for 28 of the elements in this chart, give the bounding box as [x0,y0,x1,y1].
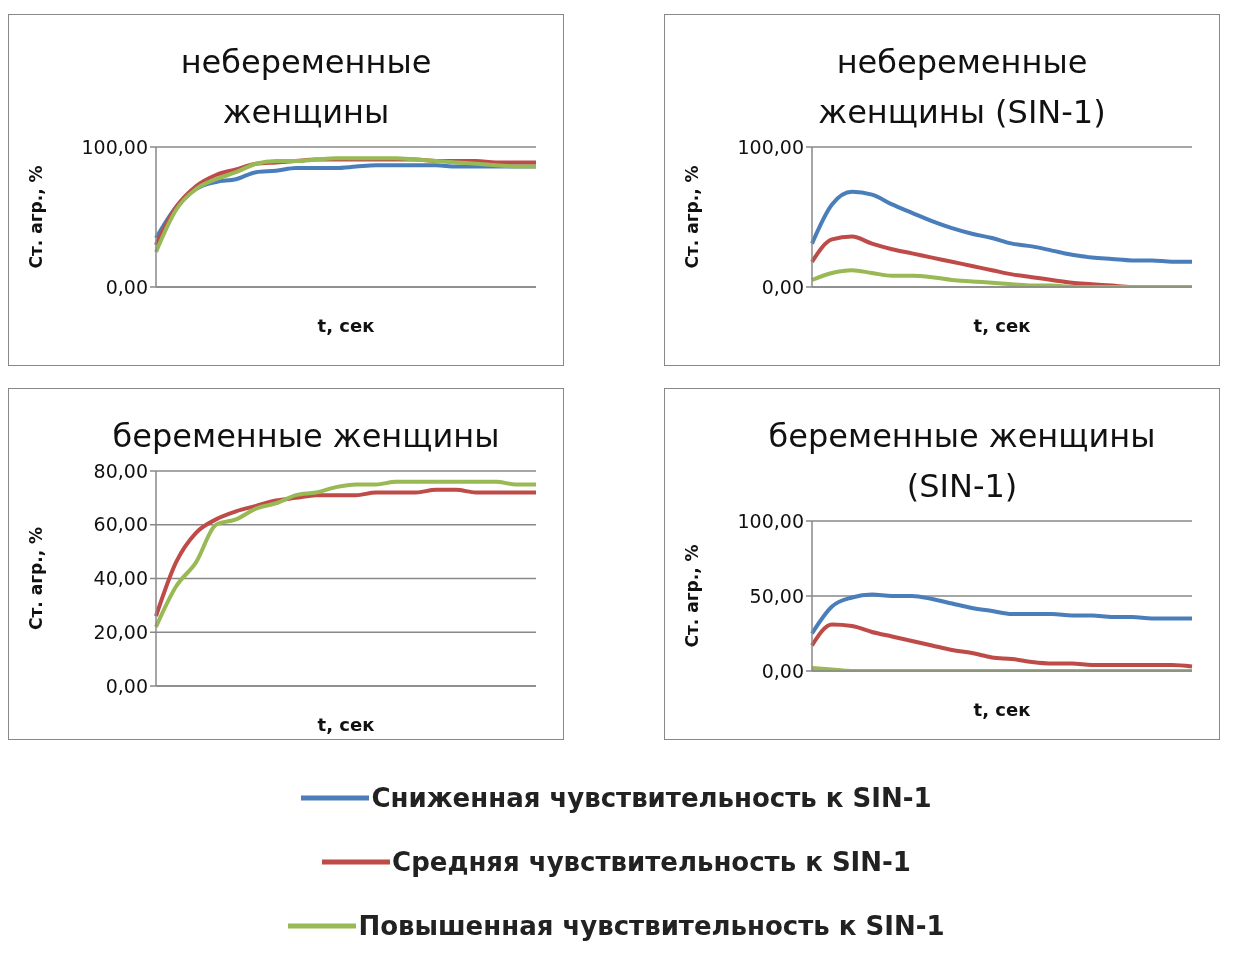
y-axis-title: Ст. агр., % [682,165,703,269]
y-axis-title: Ст. агр., % [26,165,47,269]
y-tick-label: 20,00 [93,620,148,643]
line-series [810,189,1194,264]
chart-title: небеременные женщины (SIN-1) [817,42,1107,133]
chart-title: небеременные женщины [179,42,433,133]
chart-title: беременные женщины [111,416,501,457]
y-tick-label: 0,00 [761,275,804,298]
y-tick-label: 100,00 [81,135,148,158]
y-tick-label: 100,00 [737,509,804,532]
y-tick-label: 80,00 [93,459,148,482]
legend-label: Сниженная чувствительность к SIN-1 [371,783,932,813]
x-axis-title: t, сек [317,714,375,735]
y-tick-label: 0,00 [105,674,148,697]
y-tick-label: 40,00 [93,567,148,590]
legend-label: Средняя чувствительность к SIN-1 [392,847,911,877]
y-tick-label: 0,00 [105,275,148,298]
y-tick-label: 0,00 [761,659,804,682]
x-axis-title: t, сек [317,315,375,336]
y-tick-label: 60,00 [93,513,148,536]
y-axis-title: Ст. агр., % [26,526,47,631]
x-axis-title: t, сек [973,315,1031,336]
x-axis-title: t, сек [973,699,1031,720]
y-tick-label: 100,00 [737,135,804,158]
y-axis-title: Ст. агр., % [682,544,703,648]
legend-label: Повышенная чувствительность к SIN-1 [358,911,945,941]
y-tick-label: 50,00 [749,584,804,607]
chart-title: беременные женщины (SIN-1) [767,416,1157,507]
